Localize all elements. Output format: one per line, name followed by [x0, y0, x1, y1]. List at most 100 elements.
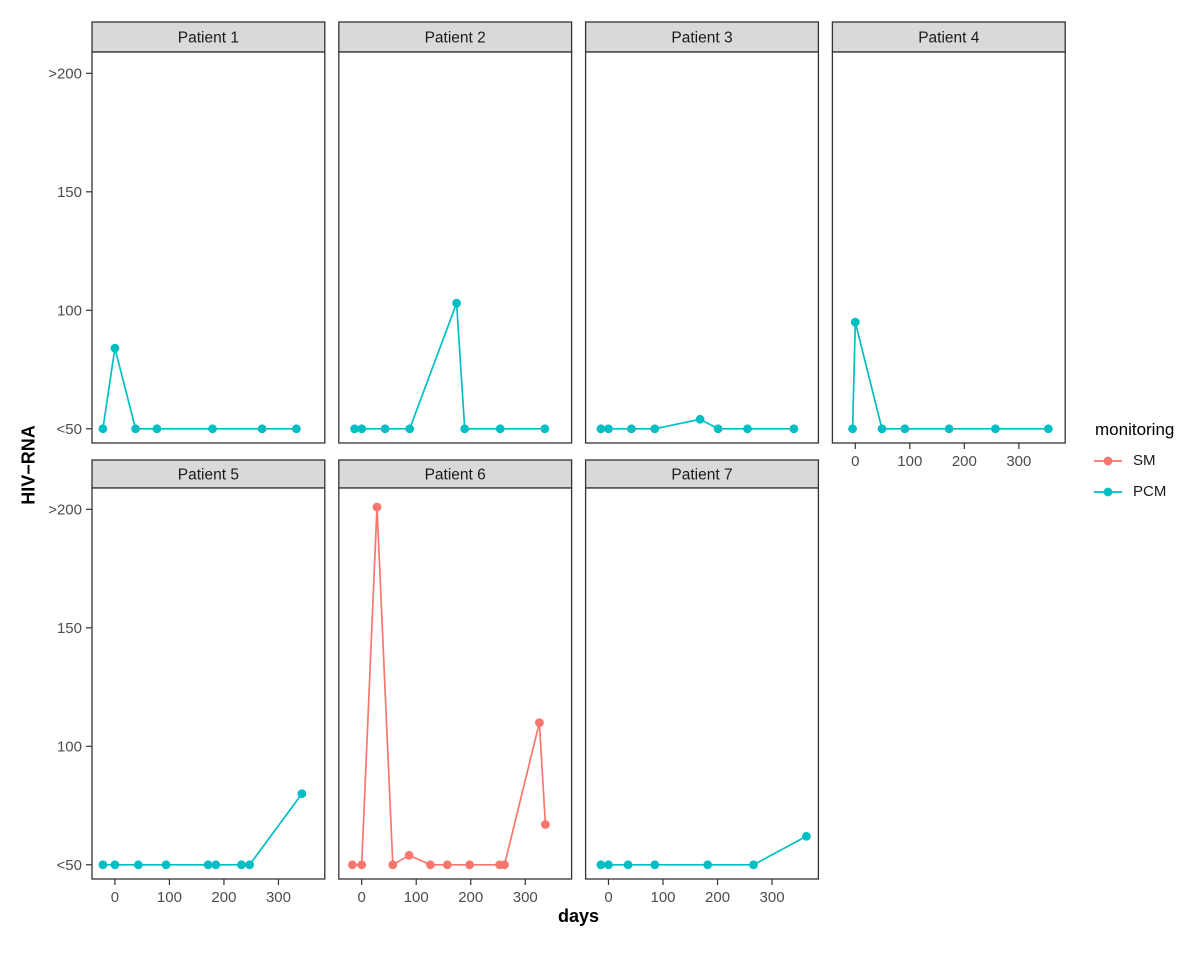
facet-panel-patient-5: Patient 5 0 100 200 300 <50 100 150 >200: [48, 459, 326, 906]
facet-panel-patient-3: Patient 3: [584, 21, 820, 444]
x-tick-label: 0: [604, 889, 612, 906]
pcm-line-dot-icon: [1094, 487, 1122, 496]
data-point: [372, 502, 382, 512]
x-tick-label: 200: [952, 453, 977, 470]
panel-area: [584, 51, 820, 444]
y-axis-title: HIV−RNA: [18, 425, 39, 505]
data-point: [500, 860, 509, 870]
data-point: [257, 424, 267, 434]
facet-title: Patient 5: [178, 467, 239, 484]
data-point: [237, 860, 246, 870]
data-point: [596, 860, 606, 870]
data-point: [802, 831, 811, 841]
data-point: [245, 860, 255, 870]
x-tick-label: 100: [897, 453, 922, 470]
y-tick-label: >200: [48, 65, 82, 82]
data-point: [133, 860, 143, 870]
data-point: [404, 850, 414, 860]
legend-title: monitoring: [1095, 420, 1175, 439]
data-point: [357, 860, 367, 870]
y-tick-label: <50: [57, 421, 82, 438]
facet-strip: [831, 21, 1066, 53]
data-point: [713, 424, 723, 434]
data-point: [540, 424, 550, 434]
panel-area: [831, 51, 1066, 444]
data-point: [749, 860, 758, 870]
data-point: [650, 860, 660, 870]
series-line-sm: [352, 506, 547, 867]
data-point: [357, 424, 367, 434]
data-point: [743, 424, 752, 434]
facet-panel-patient-7: Patient 7 0 100 200 300: [584, 459, 820, 906]
data-point: [848, 424, 857, 434]
sm-line-dot-icon: [1094, 456, 1122, 465]
data-point: [604, 424, 613, 434]
data-point: [161, 860, 171, 870]
x-tick-label: 200: [211, 889, 236, 906]
x-tick-label: 200: [458, 889, 483, 906]
facet-title: Patient 4: [918, 30, 980, 47]
facet-panel-patient-6: Patient 6 0 100 200 300: [338, 459, 573, 906]
facet-strip: [338, 459, 573, 489]
data-point: [110, 343, 120, 353]
data-point: [991, 424, 1000, 434]
data-point: [98, 860, 108, 870]
data-point: [596, 424, 606, 434]
data-point: [623, 860, 633, 870]
x-axis-title: days: [557, 906, 600, 926]
data-point: [627, 424, 636, 434]
data-point: [695, 414, 705, 424]
x-tick-label: 100: [157, 889, 182, 906]
data-point: [208, 424, 217, 434]
y-tick-label: 150: [57, 620, 82, 637]
facet-strip: [91, 21, 326, 53]
data-point: [460, 424, 470, 434]
data-point: [292, 424, 301, 434]
data-point: [426, 860, 435, 870]
panel-area: [91, 487, 326, 880]
data-point: [98, 424, 108, 434]
data-point: [789, 424, 799, 434]
facet-title: Patient 1: [178, 30, 239, 47]
data-point: [388, 860, 398, 870]
y-tick-label: >200: [48, 501, 82, 518]
data-point: [110, 860, 120, 870]
facet-title: Patient 7: [671, 467, 732, 484]
data-point: [442, 860, 452, 870]
data-point: [495, 424, 505, 434]
facet-strip: [91, 459, 326, 489]
x-tick-label: 100: [651, 889, 676, 906]
x-tick-label: 200: [705, 889, 730, 906]
data-point: [380, 424, 390, 434]
panel-area: [338, 51, 573, 444]
x-tick-label: 300: [513, 889, 538, 906]
x-tick-label: 0: [358, 889, 366, 906]
y-tick-label: 100: [57, 302, 82, 319]
facet-title: Patient 6: [425, 467, 486, 484]
data-point: [541, 820, 550, 829]
data-point: [405, 424, 415, 434]
legend-label-sm: SM: [1133, 452, 1156, 469]
legend: monitoring SM PCM: [1093, 420, 1174, 514]
data-point: [348, 860, 357, 870]
y-tick-label: 150: [57, 184, 82, 201]
data-point: [900, 424, 910, 434]
facet-strip: [584, 21, 820, 53]
y-tick-label: <50: [57, 857, 82, 874]
facet-panel-patient-1: Patient 1 <50 100 150 >200: [48, 21, 326, 444]
x-tick-label: 300: [1006, 453, 1031, 470]
panel-area: [338, 487, 573, 880]
data-point: [944, 424, 954, 434]
data-point: [850, 317, 860, 327]
data-point: [877, 424, 887, 434]
facet-title: Patient 2: [425, 30, 486, 47]
facet-panel-patient-4: Patient 4 0 100 200 300: [831, 21, 1066, 470]
panel-area: [91, 51, 326, 444]
legend-entry-sm: SM: [1093, 452, 1174, 469]
x-tick-label: 100: [404, 889, 429, 906]
legend-label-pcm: PCM: [1133, 483, 1167, 500]
data-point: [350, 424, 359, 434]
data-point: [650, 424, 660, 434]
